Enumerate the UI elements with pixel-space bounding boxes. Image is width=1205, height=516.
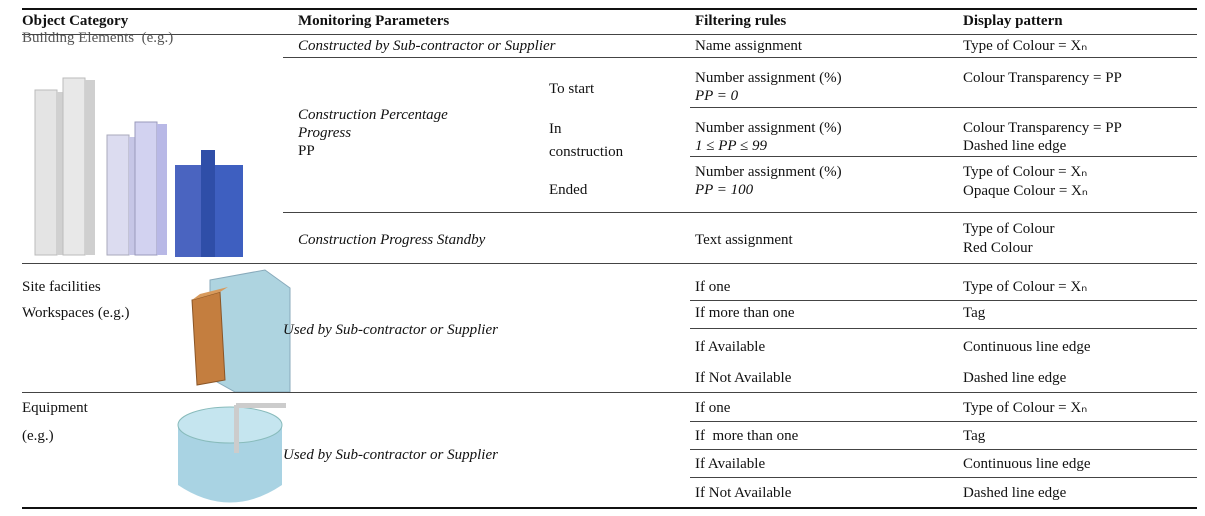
parameter: Progress [298,125,352,141]
filter: If Not Available [695,370,792,386]
display: Tag [963,428,986,444]
filter: If more than one [695,305,795,321]
workspace-image [191,269,291,393]
display: Dashed line edge [963,138,1067,154]
group-rule [22,392,1197,393]
header-rule [22,34,1197,35]
filter: If more than one [695,428,799,444]
display: Dashed line edge [963,485,1067,501]
header: Filtering rules [695,13,787,29]
category: Site facilities [22,279,101,295]
filter: PP = 100 [695,182,754,198]
display: Type of Colour = Xₙ [963,400,1088,416]
display: Tag [963,305,986,321]
filter: PP = 0 [695,88,739,104]
building-elements-image [34,77,243,257]
row-rule [283,57,1197,58]
parameter: Used by Sub-contractor or Supplier [283,322,498,338]
row-rule [690,107,1197,108]
parameter: PP [298,143,315,159]
filter: If one [695,279,731,295]
category: Equipment [22,400,88,416]
parameter: Constructed by Sub-contractor or Supplie… [298,38,556,54]
display: Type of Colour = Xₙ [963,164,1088,180]
top-rule [22,8,1197,10]
row-rule [690,449,1197,450]
filter: Number assignment (%) [695,164,842,180]
row-rule [690,156,1197,157]
filter: Number assignment (%) [695,70,842,86]
stage: To start [549,81,595,97]
header: Object Category [22,13,129,29]
bottom-rule [22,507,1197,509]
row-rule [283,212,1197,213]
display: Opaque Colour = Xₙ [963,183,1088,199]
header: Display pattern [963,13,1063,29]
category: Building Elements (e.g.) [22,30,174,46]
category: Workspaces (e.g.) [22,305,130,321]
filter: If one [695,400,731,416]
category: (e.g.) [22,428,54,444]
row-rule [690,421,1197,422]
filter: 1 ≤ PP ≤ 99 [695,138,768,154]
filter: If Available [695,456,766,472]
display: Colour Transparency = PP [963,120,1122,136]
filter: If Available [695,339,766,355]
group-rule [22,263,1197,264]
parameter: Construction Percentage [298,107,448,123]
display: Dashed line edge [963,370,1067,386]
filter: Name assignment [695,38,803,54]
display: Colour Transparency = PP [963,70,1122,86]
stage: construction [549,144,624,160]
parameter: Used by Sub-contractor or Supplier [283,447,498,463]
filter: Number assignment (%) [695,120,842,136]
stage: In [549,121,562,137]
display: Red Colour [963,240,1033,256]
row-rule [690,477,1197,478]
row-rule [690,328,1197,329]
parameter: Construction Progress Standby [298,232,486,248]
display: Type of Colour = Xₙ [963,279,1088,295]
display: Continuous line edge [963,456,1091,472]
row-rule [690,300,1197,301]
stage: Ended [549,182,588,198]
display: Continuous line edge [963,339,1091,355]
header: Monitoring Parameters [298,13,450,29]
filter: If Not Available [695,485,792,501]
filter: Text assignment [695,232,793,248]
display: Type of Colour [963,221,1055,237]
equipment-image [177,403,286,503]
display: Type of Colour = Xₙ [963,38,1088,54]
